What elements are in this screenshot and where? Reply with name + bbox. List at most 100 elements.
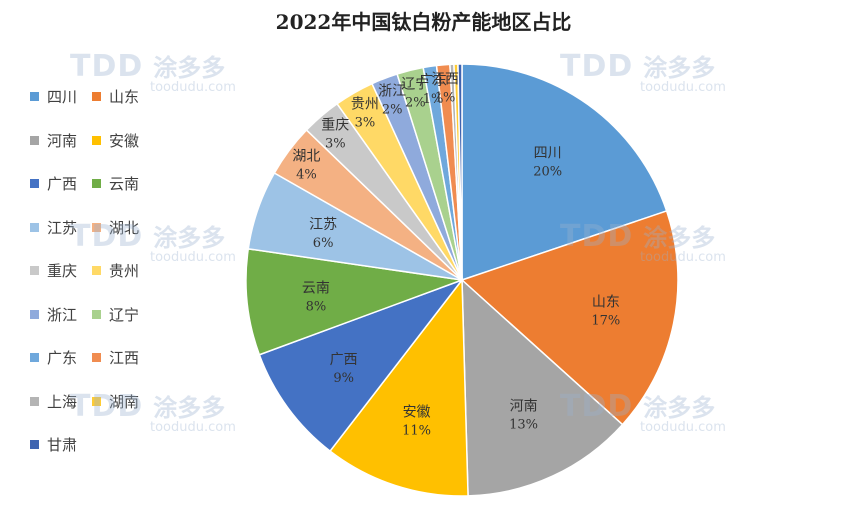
watermark-url: toodudu.com bbox=[640, 80, 726, 95]
legend-swatch bbox=[92, 135, 101, 145]
legend-label: 广西 bbox=[47, 175, 78, 193]
slice-label: 山东 bbox=[592, 295, 620, 311]
slice-value-label: 11% bbox=[402, 424, 431, 439]
watermark-cn: 涂多多 bbox=[153, 224, 226, 252]
slice-label: 江苏 bbox=[309, 217, 337, 233]
legend-label: 江苏 bbox=[47, 218, 78, 237]
slice-label: 四川 bbox=[534, 146, 562, 162]
pie-slice-6 bbox=[245, 247, 463, 356]
legend-label: 上海 bbox=[47, 392, 78, 411]
watermark: TDD 涂多多 toodudu.com bbox=[560, 218, 726, 265]
legend-item: 湖北 bbox=[92, 217, 154, 238]
slice-value-label: 9% bbox=[333, 371, 354, 386]
legend-label: 辽宁 bbox=[109, 305, 140, 324]
legend-swatch bbox=[92, 309, 101, 319]
legend-swatch bbox=[92, 179, 101, 188]
legend-row: 广西 云南 bbox=[30, 173, 170, 217]
legend-item: 安徽 bbox=[92, 130, 154, 151]
legend-label: 四川 bbox=[47, 88, 78, 106]
slice-label: 贵州 bbox=[351, 97, 379, 113]
legend-swatch bbox=[92, 353, 101, 362]
slice-value-label: 8% bbox=[306, 299, 327, 314]
legend-row: 重庆 贵州 bbox=[30, 260, 170, 304]
legend-label: 湖南 bbox=[109, 392, 140, 411]
legend-item: 贵州 bbox=[92, 260, 154, 281]
slice-value-label: 6% bbox=[313, 236, 334, 251]
slice-label: 江西 bbox=[431, 71, 459, 87]
watermark-cn: 涂多多 bbox=[643, 224, 716, 252]
legend-item: 江苏 bbox=[30, 217, 92, 238]
legend-swatch bbox=[30, 92, 39, 101]
legend-item: 甘肃 bbox=[30, 434, 92, 455]
slice-label: 云南 bbox=[302, 280, 330, 296]
legend-item: 云南 bbox=[92, 173, 154, 194]
legend: 四川 山东 河南 安徽 广西 云南 江苏 湖北 重庆 贵州 浙江 辽宁 广东 江西 上海 湖南 甘肃 bbox=[30, 86, 170, 478]
legend-swatch bbox=[30, 440, 39, 449]
legend-row: 江苏 湖北 bbox=[30, 217, 170, 261]
legend-item: 山东 bbox=[92, 86, 154, 107]
slice-label: 湖北 bbox=[292, 148, 320, 164]
legend-label: 贵州 bbox=[109, 262, 140, 280]
legend-swatch bbox=[30, 135, 39, 145]
legend-label: 河南 bbox=[47, 131, 78, 150]
legend-label: 湖北 bbox=[109, 218, 140, 237]
pie-slice-3 bbox=[461, 278, 624, 497]
legend-item: 四川 bbox=[30, 86, 92, 107]
slice-value-label: 3% bbox=[325, 137, 346, 152]
slice-label: 广西 bbox=[330, 352, 358, 368]
watermark: TDD 涂多多 toodudu.com bbox=[70, 48, 236, 95]
slice-value-label: 3% bbox=[355, 116, 376, 131]
legend-swatch bbox=[30, 396, 39, 406]
watermark: TDD 涂多多 toodudu.com bbox=[560, 388, 726, 435]
legend-swatch bbox=[92, 266, 101, 275]
legend-label: 甘肃 bbox=[47, 436, 78, 454]
legend-label: 重庆 bbox=[47, 262, 78, 280]
legend-swatch bbox=[30, 266, 39, 275]
watermark: TDD 涂多多 toodudu.com bbox=[70, 218, 236, 265]
pie-slice-2 bbox=[460, 210, 679, 426]
watermark: TDD 涂多多 toodudu.com bbox=[560, 48, 726, 95]
legend-item: 辽宁 bbox=[92, 304, 154, 325]
legend-item: 江西 bbox=[92, 347, 154, 368]
legend-swatch bbox=[92, 222, 101, 232]
pie-slice-17 bbox=[457, 63, 463, 281]
slice-value-label: 2% bbox=[405, 95, 426, 110]
legend-row: 河南 安徽 bbox=[30, 130, 170, 174]
watermark-cn: 涂多多 bbox=[153, 54, 226, 82]
legend-swatch bbox=[30, 222, 39, 232]
slice-value-label: 1% bbox=[435, 90, 456, 105]
legend-item: 上海 bbox=[30, 391, 92, 412]
watermark-cn: 涂多多 bbox=[643, 394, 716, 422]
watermark-logo: TDD bbox=[560, 49, 634, 84]
watermark-url: toodudu.com bbox=[150, 80, 236, 95]
legend-item: 浙江 bbox=[30, 304, 92, 325]
watermark-url: toodudu.com bbox=[640, 420, 726, 435]
legend-row: 甘肃 bbox=[30, 434, 170, 478]
legend-swatch bbox=[30, 179, 39, 188]
watermark-logo: TDD bbox=[560, 219, 634, 254]
watermark-logo: TDD bbox=[560, 389, 634, 424]
legend-item: 河南 bbox=[30, 130, 92, 151]
watermark-cn: 涂多多 bbox=[643, 54, 716, 82]
legend-label: 浙江 bbox=[47, 305, 78, 324]
legend-item: 重庆 bbox=[30, 260, 92, 281]
slice-label: 重庆 bbox=[321, 118, 349, 134]
watermark-cn: 涂多多 bbox=[153, 394, 226, 422]
legend-label: 广东 bbox=[47, 349, 78, 367]
watermark: TDD 涂多多 toodudu.com bbox=[70, 388, 236, 435]
slice-value-label: 4% bbox=[296, 167, 317, 182]
legend-item: 湖南 bbox=[92, 391, 154, 412]
legend-row: 上海 湖南 bbox=[30, 391, 170, 435]
legend-swatch bbox=[92, 396, 101, 406]
slice-value-label: 20% bbox=[533, 165, 562, 180]
watermark-url: toodudu.com bbox=[640, 250, 726, 265]
legend-item: 广东 bbox=[30, 347, 92, 368]
slice-value-label: 17% bbox=[591, 314, 620, 329]
watermark-url: toodudu.com bbox=[150, 250, 236, 265]
slice-label: 广东 bbox=[419, 73, 447, 89]
legend-swatch bbox=[92, 92, 101, 101]
legend-label: 云南 bbox=[109, 175, 140, 193]
slice-value-label: 2% bbox=[382, 103, 403, 118]
watermark-logo: TDD bbox=[70, 49, 144, 84]
